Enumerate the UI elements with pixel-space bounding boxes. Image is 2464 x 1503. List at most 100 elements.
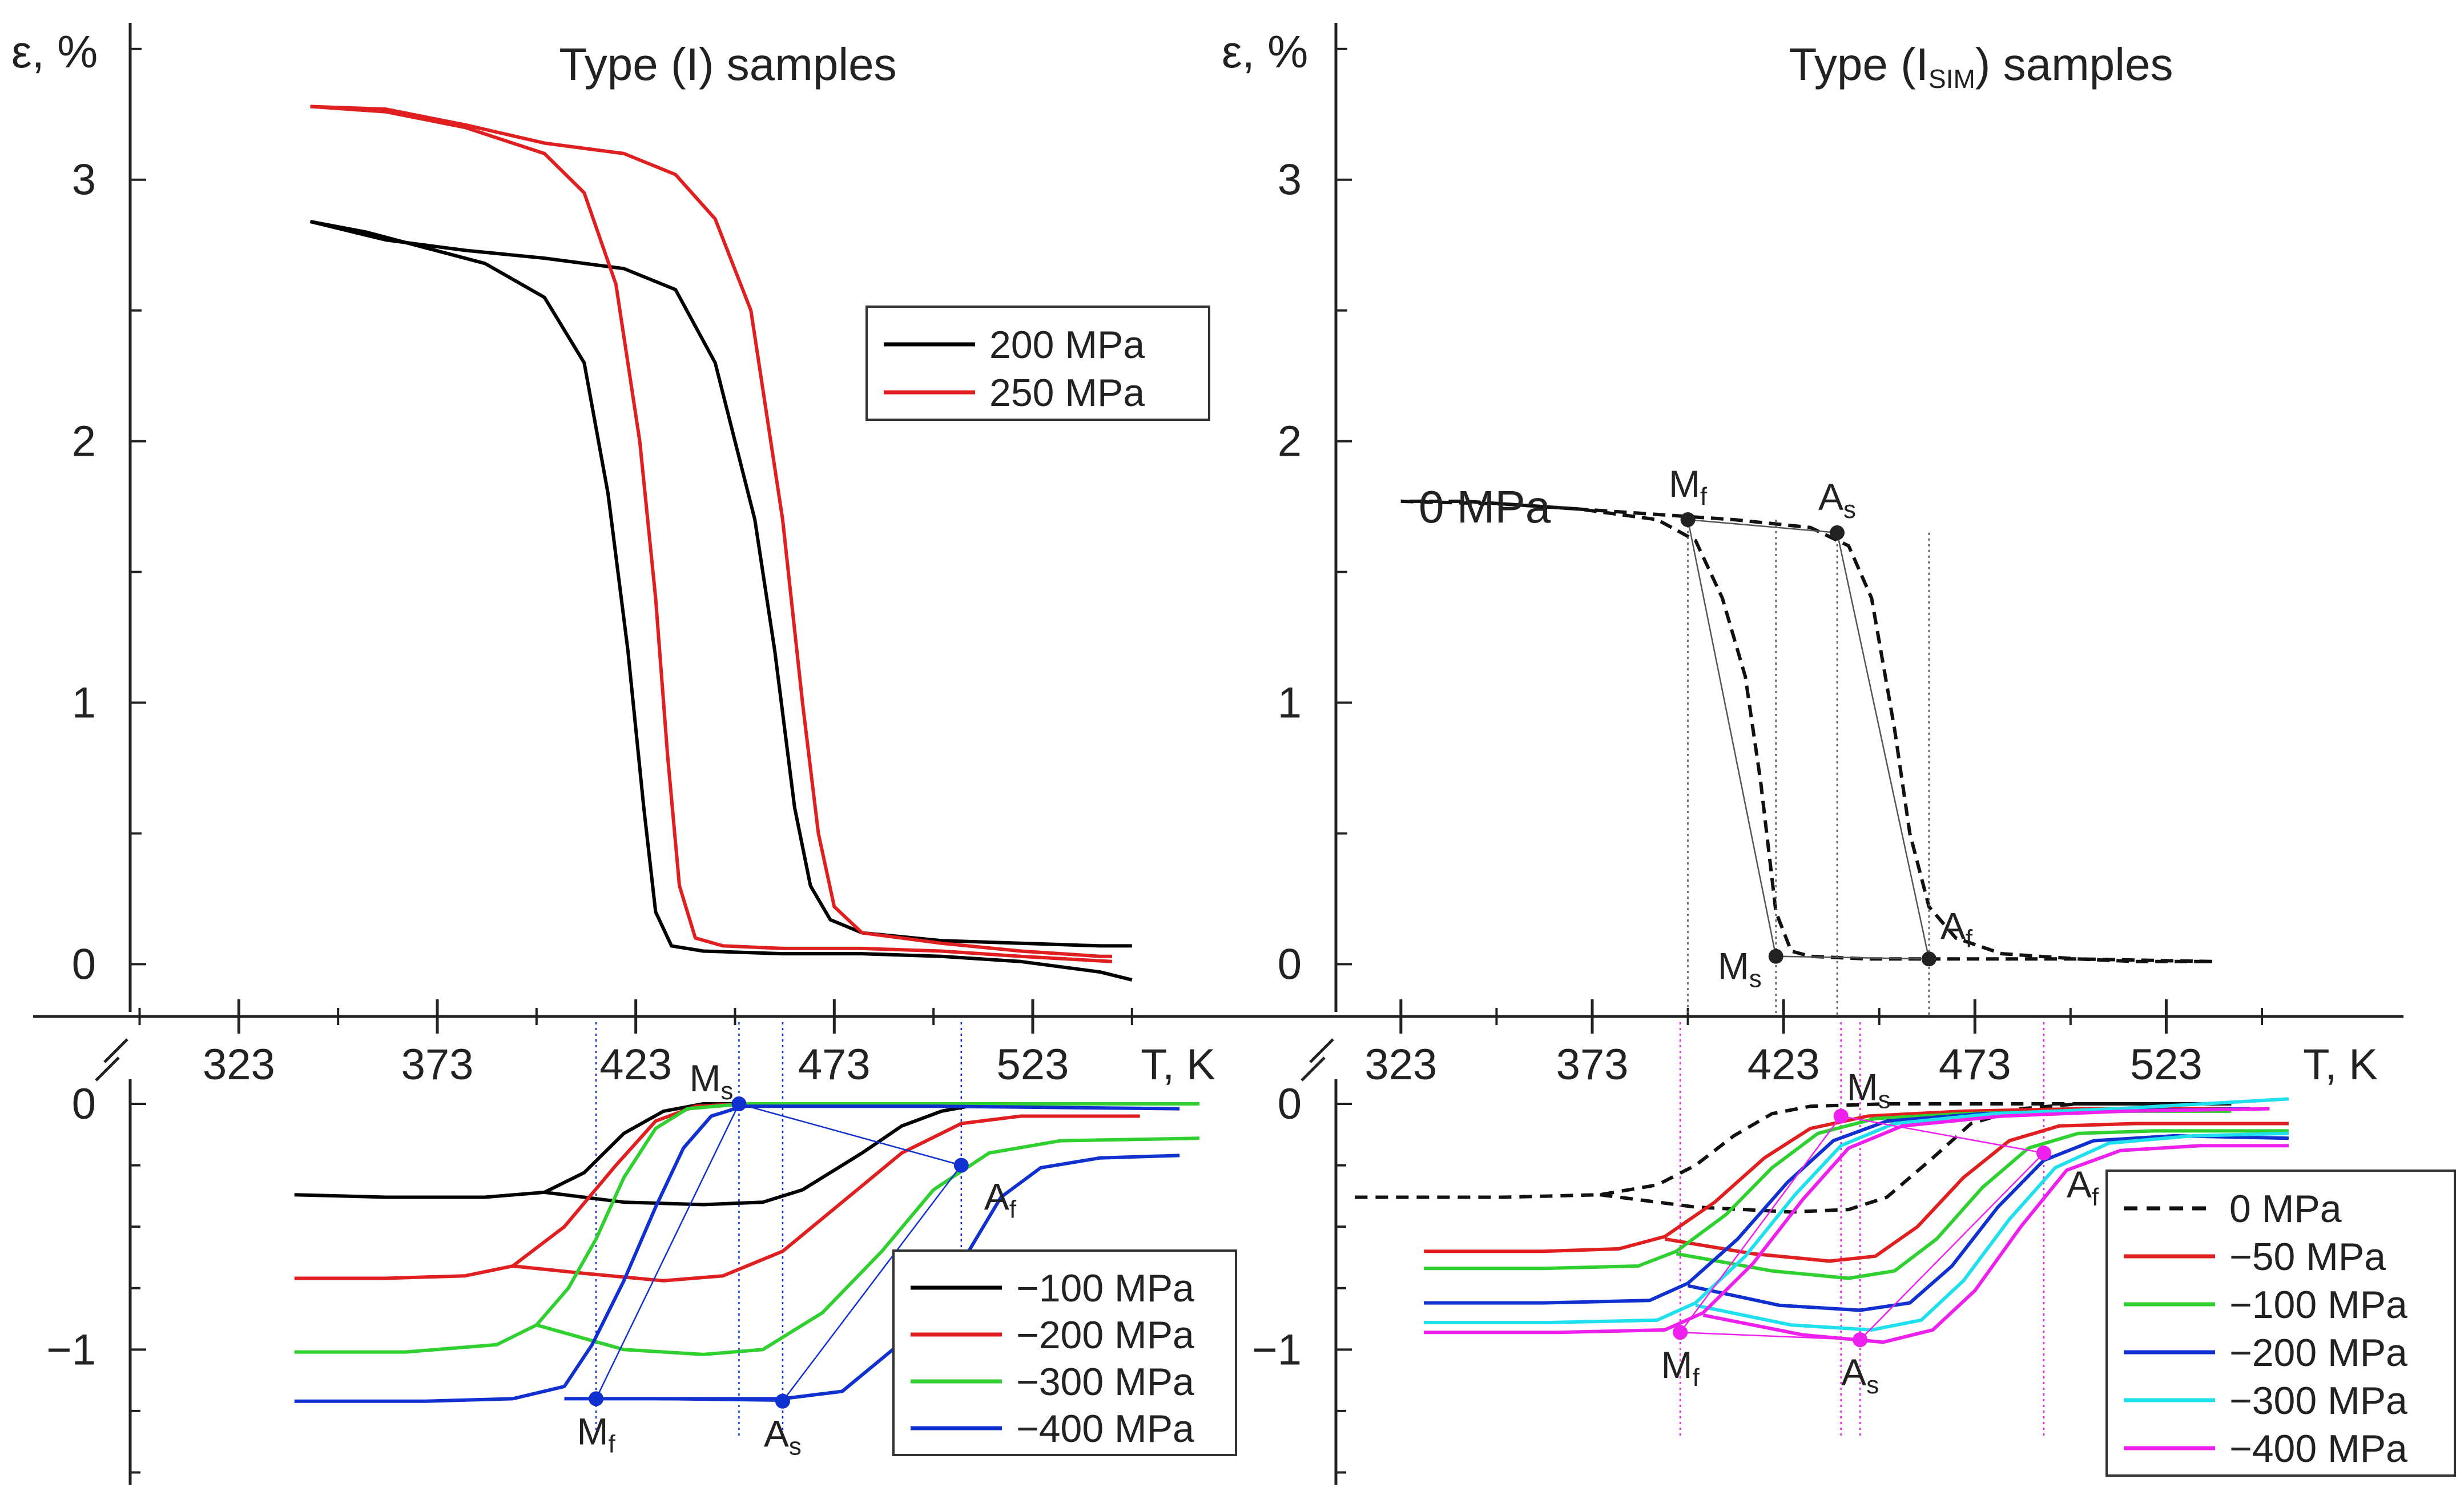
legend-label-400-mpa: −400 MPa (2229, 1427, 2407, 1470)
tangent-line (1680, 1115, 1842, 1333)
point-label-as: As (1818, 476, 1856, 524)
x-tick-label: 523 (997, 1040, 1069, 1089)
point-mf (1673, 1325, 1688, 1340)
point-af (1921, 951, 1936, 967)
y-tick-label: 1 (72, 679, 96, 728)
y-tick-label: 0 (72, 1080, 96, 1128)
x-tick-label: 473 (1939, 1040, 2011, 1089)
series-line-0-mpa-cool (1355, 1102, 2232, 1199)
x-tick-label: 373 (1556, 1040, 1629, 1089)
point-label-af: Af (1940, 905, 1973, 953)
axis-break-mark (1309, 1038, 1334, 1063)
legend-box (2105, 1170, 2456, 1477)
legend-box (865, 306, 1210, 421)
chart-title: Type (I) samples (559, 39, 896, 90)
point-mf (589, 1391, 604, 1406)
legend-label-50-mpa: −50 MPa (2229, 1235, 2386, 1279)
point-label-ms: Ms (1847, 1066, 1891, 1114)
y-tick-label: 1 (1278, 679, 1302, 728)
axis-break-mark (103, 1038, 128, 1063)
x-tick-label: 373 (401, 1040, 474, 1089)
point-af (2036, 1146, 2051, 1161)
point-as (1853, 1332, 1868, 1348)
x-tick-label: 523 (2130, 1040, 2203, 1089)
tangent-line (782, 1164, 962, 1402)
series-line-400-mpa-cool (294, 1104, 1180, 1403)
series-line-250-mpa-heat (310, 105, 1112, 958)
point-label-as: As (764, 1413, 802, 1461)
point-label-ms: Ms (689, 1057, 733, 1105)
axis-break-mark (95, 1056, 120, 1082)
series-line-400-mpa-cool (1424, 1107, 2270, 1335)
tangent-line (596, 1398, 783, 1402)
legend-label-300-mpa: −300 MPa (2229, 1379, 2407, 1422)
tangent-line (1836, 532, 1930, 959)
series-line-100-mpa-cool (294, 1102, 1089, 1199)
y-axis-label: ε, % (1222, 26, 1308, 77)
series-line-0-mpa-heat (1400, 499, 2212, 963)
point-label-mf: Mf (1669, 463, 1708, 511)
y-tick-label: 0 (1278, 940, 1302, 988)
legend-label-0-mpa: 0 MPa (2229, 1187, 2342, 1231)
point-label-mf: Mf (1661, 1344, 1700, 1392)
y-tick-label: 2 (1278, 417, 1302, 466)
series-line-200-mpa-cool (309, 220, 1133, 982)
panel-type-i: 0 1 2 3 0 −1 323 373 423 473 523 T, K ε, % Type (I) s… (11, 23, 1241, 1485)
point-mf (1680, 512, 1696, 527)
point-label-af: Af (2067, 1163, 2099, 1211)
point-as (775, 1393, 790, 1409)
y-tick-label: 2 (72, 417, 96, 466)
y-tick-label: −1 (46, 1325, 96, 1374)
x-tick-label: 323 (1364, 1040, 1437, 1089)
legend-box (892, 1249, 1237, 1456)
tangent-line (1687, 519, 1777, 957)
tangent-line (1680, 1331, 1861, 1341)
point-ms (731, 1096, 747, 1112)
y-tick-label: 0 (1278, 1080, 1302, 1128)
tangent-line (1841, 1115, 2044, 1154)
series-line-200-mpa-heat (1687, 1134, 2289, 1312)
point-label-ms: Ms (1718, 945, 1762, 993)
point-as (1829, 525, 1845, 540)
series-line-300-mpa-cool (1424, 1097, 2289, 1324)
series-line-200-mpa-heat (309, 220, 1132, 948)
y-tick-label: −1 (1252, 1325, 1302, 1374)
point-label-as: As (1841, 1351, 1879, 1399)
series-line-300-mpa-cool (294, 1102, 1199, 1354)
axis-break-mark (1301, 1056, 1326, 1082)
series-line-300-mpa-heat (1695, 1131, 2289, 1332)
legend-label-400-mpa: −400 MPa (1016, 1407, 1194, 1450)
tangent-line (1859, 1152, 2044, 1340)
point-ms (1768, 949, 1783, 964)
series-line-50-mpa-heat (1664, 1122, 2289, 1263)
x-axis-label: T, K (1141, 1040, 1215, 1089)
y-tick-label: 3 (1278, 156, 1302, 204)
panel-type-isim: 0 1 2 3 0 −1 323 373 423 473 523 T, K ε, % Type (ISIM… (1222, 23, 2456, 1485)
annotation-0-mpa: 0 MPa (1419, 481, 1551, 532)
point-ms (1833, 1108, 1849, 1124)
legend-label-100-mpa: −100 MPa (1016, 1267, 1194, 1310)
legend-label-250-mpa: 250 MPa (989, 371, 1145, 415)
x-tick-label: 473 (798, 1040, 871, 1089)
point-af (953, 1158, 969, 1173)
series-line-50-mpa-cool (1424, 1107, 2232, 1253)
x-tick-label: 323 (203, 1040, 275, 1089)
x-tick-label: 423 (599, 1040, 672, 1089)
legend-label-200-mpa: −200 MPa (2229, 1331, 2407, 1375)
y-axis-label: ε, % (11, 26, 98, 77)
series-line-250-mpa-cool (310, 105, 1113, 963)
x-tick-label: 423 (1748, 1040, 1820, 1089)
tangent-line (1775, 955, 1929, 960)
legend-label-200-mpa: −200 MPa (1016, 1313, 1194, 1357)
series-line-0-mpa-heat (1600, 1102, 2232, 1214)
legend-label-300-mpa: −300 MPa (1016, 1360, 1194, 1404)
point-label-mf: Mf (577, 1410, 616, 1458)
tangent-line (739, 1103, 962, 1166)
legend-label-200-mpa: 200 MPa (989, 323, 1145, 367)
chart-title: Type (ISIM) samples (1789, 39, 2173, 94)
x-axis-label: T, K (2303, 1040, 2378, 1089)
series-line-100-mpa-heat (1676, 1129, 2289, 1280)
y-tick-label: 3 (72, 156, 96, 204)
series-line-0-mpa-cool (1400, 499, 2212, 963)
